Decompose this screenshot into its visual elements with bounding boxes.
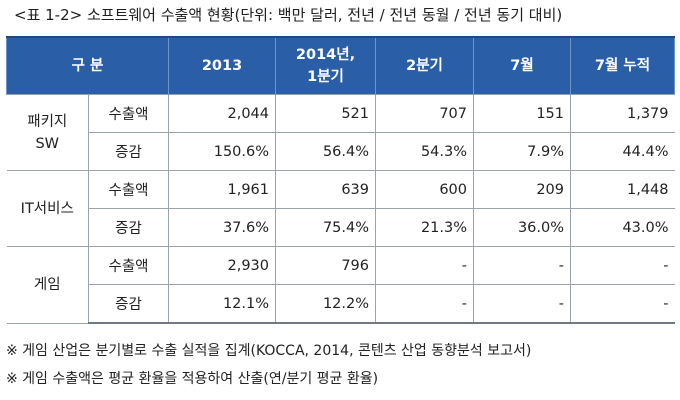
- value-cell: -: [375, 284, 475, 324]
- table-row: 증감 37.6% 75.4% 21.3% 36.0% 43.0%: [7, 208, 675, 247]
- value-cell: 43.0%: [570, 208, 675, 247]
- software-export-table: 구 분 2013 2014년, 1분기 2분기 7월 7월 누적 패키지 SW …: [5, 36, 676, 324]
- value-cell: 1,448: [570, 170, 675, 209]
- table-row: 패키지 SW 수출액 2,044 521 707 151 1,379: [6, 94, 675, 171]
- value-cell: 209: [473, 170, 572, 209]
- table-caption: <표 1-2> 소프트웨어 수출액 현황(단위: 백만 달러, 전년 / 전년 …: [14, 6, 563, 24]
- value-cell: 600: [375, 170, 475, 209]
- value-cell: 75.4%: [275, 208, 377, 247]
- value-cell: 707: [375, 94, 475, 133]
- value-cell: 7.9%: [473, 132, 572, 171]
- value-cell: 150.6%: [168, 132, 277, 171]
- value-cell: 1,379: [570, 94, 675, 133]
- value-cell: 12.2%: [275, 284, 377, 324]
- value-cell: 2,930: [168, 246, 277, 285]
- value-cell: 44.4%: [570, 132, 675, 171]
- metric-label: 증감: [88, 132, 170, 171]
- header-july-cumulative: 7월 누적: [570, 36, 676, 95]
- value-cell: -: [473, 246, 572, 285]
- table-row: 증감 150.6% 56.4% 54.3% 7.9% 44.4%: [7, 132, 675, 171]
- header-july: 7월: [473, 36, 572, 95]
- value-cell: 56.4%: [275, 132, 377, 171]
- group-label-package-sw: 패키지 SW: [6, 94, 89, 171]
- value-cell: 21.3%: [375, 208, 475, 247]
- value-cell: 521: [275, 94, 377, 133]
- group-label-line1: IT서비스: [20, 200, 74, 217]
- table-header-row: 구 분 2013 2014년, 1분기 2분기 7월 7월 누적: [5, 36, 676, 95]
- value-cell: 151: [473, 94, 572, 133]
- value-cell: 639: [275, 170, 377, 209]
- metric-label: 증감: [88, 284, 170, 324]
- value-cell: 54.3%: [375, 132, 475, 171]
- metric-label: 증감: [88, 208, 170, 247]
- value-cell: 796: [275, 246, 377, 285]
- group-label-it-services: IT서비스: [6, 170, 89, 247]
- header-2014-quarter: 1분기: [307, 69, 344, 85]
- footnote-exchange-rate: ※ 게임 수출액은 평균 환율을 적용하여 산출(연/분기 평균 환율): [6, 371, 379, 387]
- value-cell: 36.0%: [473, 208, 572, 247]
- value-cell: 37.6%: [168, 208, 277, 247]
- header-2014-year: 2014년,: [295, 47, 356, 63]
- group-label-games: 게임: [6, 246, 89, 324]
- header-category: 구 분: [5, 36, 170, 95]
- value-cell: 1,961: [168, 170, 277, 209]
- group-label-line1: 패키지: [27, 113, 68, 130]
- value-cell: -: [473, 284, 572, 324]
- footnote-game-aggregation: ※ 게임 산업은 분기별로 수출 실적을 집계(KOCCA, 2014, 콘텐츠…: [6, 343, 532, 359]
- header-q2: 2분기: [375, 36, 475, 95]
- value-cell: -: [570, 284, 675, 324]
- value-cell: -: [375, 246, 475, 285]
- metric-label: 수출액: [87, 246, 170, 285]
- table-row: 게임 수출액 2,930 796 - - -: [6, 246, 675, 324]
- group-label-line2: SW: [35, 135, 60, 152]
- value-cell: -: [570, 246, 675, 285]
- table-row: IT서비스 수출액 1,961 639 600 209 1,448: [6, 170, 675, 247]
- header-2014-q1: 2014년, 1분기: [275, 36, 377, 95]
- metric-label: 수출액: [87, 170, 170, 209]
- metric-label: 수출액: [87, 94, 170, 133]
- table-row: 증감 12.1% 12.2% - - -: [7, 284, 675, 324]
- value-cell: 2,044: [168, 94, 277, 133]
- header-2013: 2013: [168, 36, 277, 95]
- value-cell: 12.1%: [168, 284, 277, 324]
- group-label-line1: 게임: [33, 276, 61, 293]
